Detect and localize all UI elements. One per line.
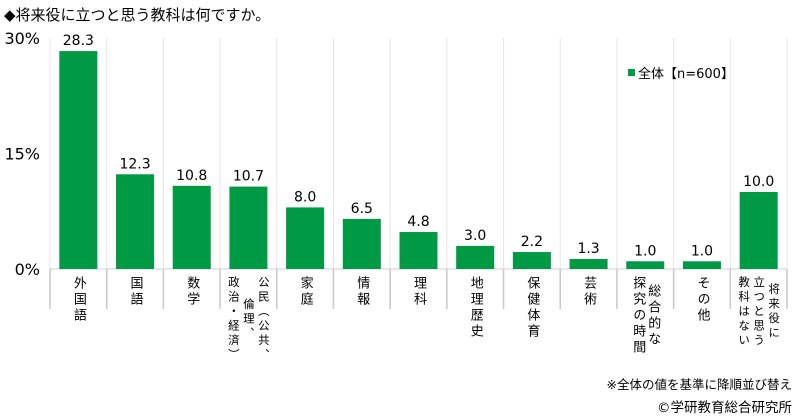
x-tick-label: 理科 [411, 276, 426, 308]
x-tick-label-line: 政治・経済） [226, 276, 241, 363]
legend-swatch [628, 69, 635, 76]
y-tick-label: 0% [15, 260, 40, 279]
bar [512, 252, 551, 269]
data-label: 6.5 [351, 201, 373, 217]
x-tick-label: 数学 [184, 276, 199, 308]
bar [342, 218, 381, 269]
x-tick-label-line: 立つと思う [752, 276, 767, 349]
x-tick-label-line: 数学 [184, 276, 200, 308]
x-tick-label-line: 教科はない [737, 276, 752, 349]
bar [399, 232, 438, 269]
legend: 全体【n=600】 [628, 63, 734, 82]
data-label: 1.0 [691, 243, 713, 259]
bar [682, 261, 721, 269]
bar [456, 245, 495, 269]
x-tick-label-line: 保健体育 [524, 276, 540, 340]
x-tick-label: 芸術 [581, 276, 596, 308]
x-tick-label-line: 倫理、 [241, 297, 256, 342]
x-tick-label: 総合的な 探究の時間 [630, 276, 660, 356]
y-tick-label: 30% [4, 29, 40, 48]
x-tick-label: 外国語 [71, 276, 86, 324]
bar [739, 192, 778, 269]
x-tick-label: 家庭 [298, 276, 313, 308]
x-tick-label-line: 外国語 [70, 276, 86, 324]
data-label: 10.0 [743, 174, 774, 190]
data-label: 28.3 [63, 33, 94, 49]
legend-label: 全体【n=600】 [638, 67, 734, 82]
x-tick-label-line: 総合的な [645, 284, 661, 348]
bar [59, 51, 98, 270]
x-tick-label: 公民（公共、 倫理、 政治・経済） [226, 276, 271, 363]
data-label: 10.8 [176, 168, 207, 184]
x-tick-label-line: 国語 [127, 276, 143, 308]
data-label: 1.0 [634, 243, 656, 259]
x-tick-label-line: 芸術 [581, 276, 597, 308]
data-label: 3.0 [464, 228, 486, 244]
x-tick-label: 情報 [354, 276, 369, 308]
data-label: 1.3 [577, 241, 599, 257]
footnote: ※全体の値を基準に降順並び替え [606, 377, 792, 392]
chart-title: ◆将来役に立つと思う教科は何ですか。 [4, 6, 271, 24]
x-tick-label-line: その他 [694, 276, 710, 324]
x-tick-label-line: 将来役に [767, 283, 782, 342]
x-tick-label: 将来役に 立つと思う 教科はない [736, 276, 781, 349]
copyright: ©学研教育総合研究所 [657, 400, 792, 416]
x-tick-label: その他 [694, 276, 709, 324]
x-tick-label-line: 情報 [354, 276, 370, 308]
y-tick-label: 15% [4, 145, 40, 164]
bar [172, 185, 211, 269]
x-tick-label-line: 探究の時間 [630, 276, 646, 356]
bar [116, 174, 155, 269]
data-label: 10.7 [233, 169, 264, 185]
x-tick-label: 地理歴史 [468, 276, 483, 340]
bar [229, 186, 268, 269]
data-label: 12.3 [119, 156, 150, 172]
bar [626, 261, 665, 269]
x-tick-label: 国語 [128, 276, 143, 308]
bar [286, 207, 325, 269]
x-tick-label-line: 理科 [411, 276, 426, 308]
data-label: 2.2 [521, 234, 543, 250]
bar [569, 258, 608, 269]
x-tick-label-line: 地理歴史 [467, 276, 483, 340]
x-tick-label-line: 公民（公共、 [256, 276, 271, 363]
data-label: 8.0 [294, 189, 316, 205]
x-tick-label: 保健体育 [524, 276, 539, 340]
x-tick-label-line: 家庭 [297, 276, 313, 308]
data-label: 4.8 [407, 214, 429, 230]
